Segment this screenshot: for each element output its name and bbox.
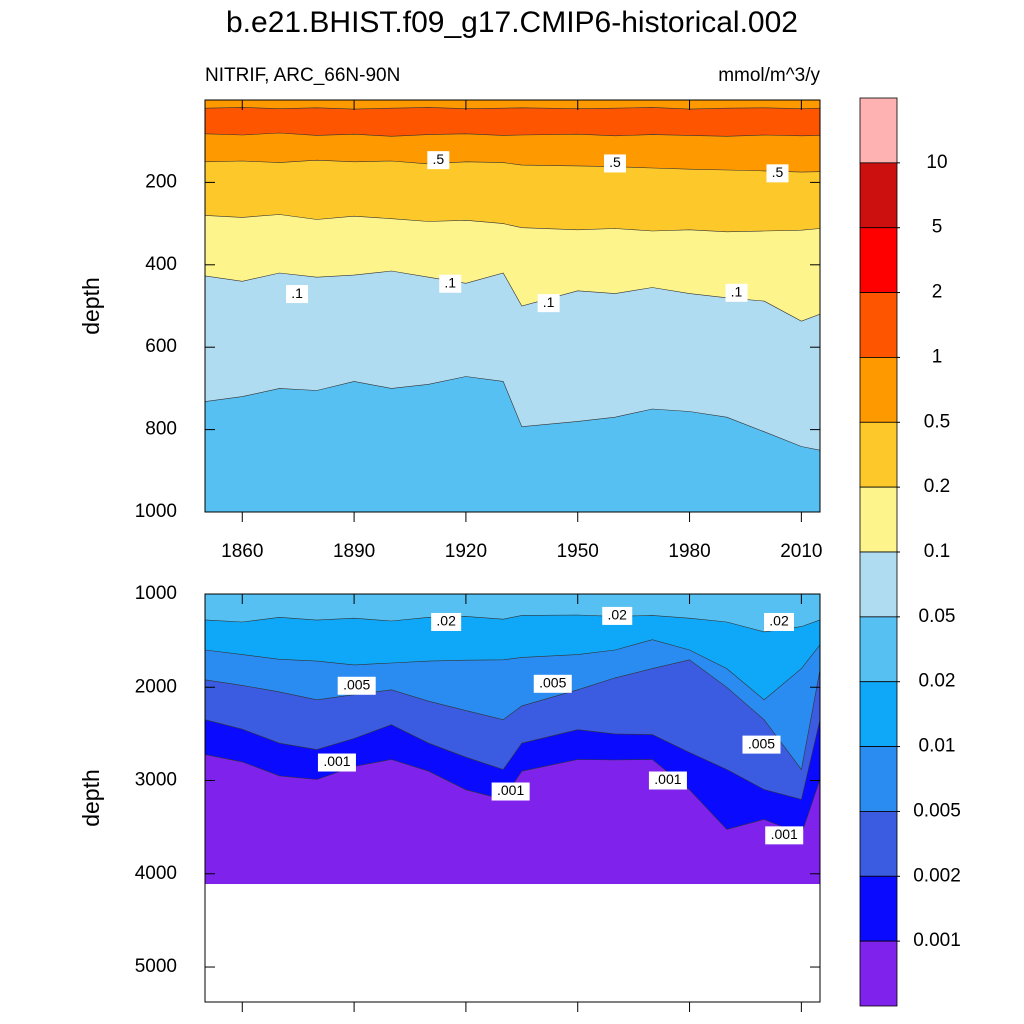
x-tick-label: 1950 [557, 541, 599, 562]
contour-label-bg [431, 612, 462, 631]
contour-label-bg [604, 154, 626, 173]
y-tick-label: 2000 [135, 676, 177, 697]
contour-label: .005 [748, 735, 775, 751]
y-axis-label: depth [78, 769, 104, 827]
plot-area: .02 .02 .02 .005 .005 .005 .001 .001 .001 .001 [205, 594, 820, 885]
colorbar-box [859, 551, 898, 618]
colorbar-box [859, 227, 898, 293]
y-tick-label: 3000 [135, 770, 177, 791]
contour-label-bg [725, 283, 748, 302]
contour-label-bg [602, 606, 633, 625]
chart-title: b.e21.BHIST.f09_g17.CMIP6-historical.002 [226, 6, 798, 39]
contour-label: .005 [343, 676, 370, 692]
colorbar-box [859, 486, 898, 553]
contour-label: .02 [608, 607, 628, 623]
contour-label: .1 [543, 294, 555, 310]
colorbar-box [859, 357, 898, 423]
contour-label-bg [337, 676, 376, 695]
contour-label-bg [427, 151, 450, 170]
contour-label-bg [439, 274, 462, 293]
contour-label: .001 [771, 826, 798, 842]
x-tick-label: 1860 [221, 541, 263, 562]
colorbar-box [859, 292, 898, 358]
contour-line [205, 719, 820, 800]
colorbar-label: 0.001 [913, 930, 961, 951]
subtitle: NITRIF, ARC_66N-90N [205, 65, 400, 86]
contour-label-bg [491, 782, 530, 801]
colorbar-label: 0.05 [919, 606, 956, 627]
y-tick-label: 400 [145, 254, 177, 275]
contour-label: .5 [432, 151, 444, 167]
contour-label: .1 [291, 285, 303, 301]
contour-line [205, 132, 820, 137]
colorbar-label: 0.1 [924, 541, 950, 562]
y-axis-label: depth [78, 277, 104, 335]
x-tick-label: 1890 [333, 541, 375, 562]
contour-line [205, 107, 820, 110]
contour-line [205, 659, 820, 771]
contour-line [205, 639, 820, 701]
colorbar-box [859, 681, 898, 747]
colorbar-box [859, 162, 898, 229]
contour-label-bg [286, 285, 309, 304]
contour-label: .5 [609, 154, 621, 170]
colorbar-label: 1 [932, 346, 943, 367]
contour-label-bg [648, 771, 687, 790]
contour-fill [205, 376, 820, 512]
colorbar-box [859, 616, 898, 683]
plot-area: .5 .5 .5 .1 .1 .1 .1 [205, 100, 820, 512]
contour-label: .001 [497, 782, 524, 798]
colorbar-box [859, 875, 898, 942]
x-tick-label: 1920 [445, 541, 487, 562]
contour-label: .02 [436, 613, 456, 629]
colorbar-box [859, 746, 898, 812]
contour-line [205, 214, 820, 233]
x-tick-label: 2010 [780, 541, 822, 562]
colorbar-label: 2 [932, 282, 943, 303]
y-tick-label: 4000 [135, 863, 177, 884]
colorbar-label: 5 [932, 217, 943, 238]
contour-label-bg [764, 612, 794, 631]
colorbar-box [859, 421, 898, 488]
colorbar-box [859, 97, 898, 164]
contour-label: .001 [654, 771, 681, 787]
colorbar-label: 0.2 [924, 476, 950, 497]
plot-frame [204, 99, 821, 513]
y-tick-label: 600 [145, 336, 177, 357]
contour-label-bg [765, 826, 804, 845]
y-tick-label: 200 [145, 171, 177, 192]
colorbar-label: 0.02 [919, 671, 956, 692]
contour-label: .005 [539, 675, 566, 691]
contour-label: .1 [444, 274, 456, 290]
colorbar-label: 0.01 [919, 736, 956, 757]
units: mmol/m^3/y [718, 65, 820, 86]
contour-label: .02 [769, 613, 789, 629]
y-tick-label: 5000 [135, 956, 177, 977]
colorbar-box [859, 940, 898, 1007]
contour-label-bg [766, 164, 789, 183]
colorbar-label: 0.002 [913, 865, 961, 886]
contour-label-bg [537, 294, 560, 313]
x-tick-label: 1980 [668, 541, 710, 562]
contour-label-bg [533, 674, 572, 693]
y-tick-label: 1000 [135, 501, 177, 522]
contour-label-bg [742, 735, 781, 754]
contour-line [205, 614, 820, 633]
colorbar-label: 10 [926, 152, 947, 173]
contour-label-bg [317, 753, 356, 772]
y-tick-label: 1000 [135, 583, 177, 604]
contour-line [205, 159, 820, 173]
plot-frame [204, 593, 821, 1003]
contour-line [205, 376, 820, 451]
colorbar-box [859, 811, 898, 877]
contour-label: .1 [731, 284, 743, 300]
contour-label: .5 [772, 164, 784, 180]
contour-label: .001 [323, 753, 350, 769]
y-tick-label: 800 [145, 419, 177, 440]
colorbar-label: 0.5 [924, 411, 950, 432]
colorbar-label: 0.005 [913, 800, 961, 821]
